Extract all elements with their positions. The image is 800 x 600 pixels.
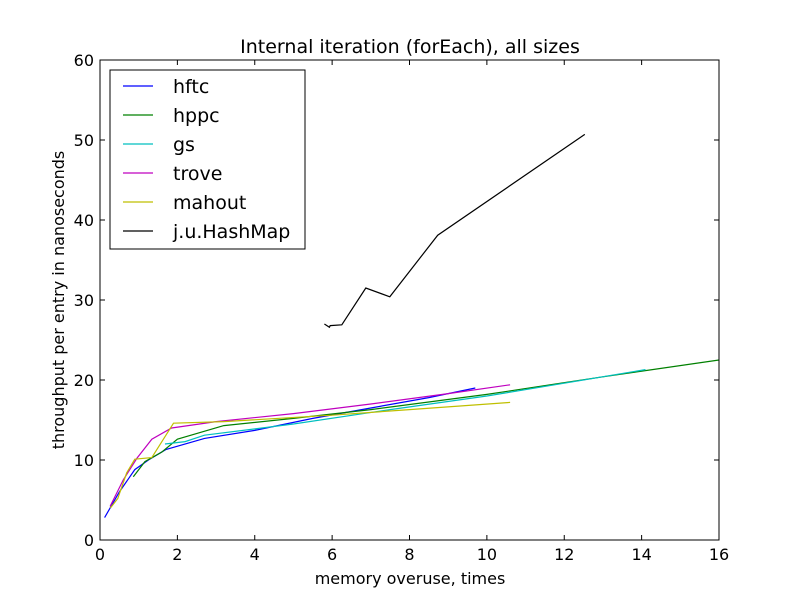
x-tick-label: 16: [709, 545, 729, 564]
legend-label: mahout: [173, 192, 246, 214]
series-line-mahout: [109, 401, 511, 509]
x-axis-label: memory overuse, times: [315, 569, 506, 588]
x-tick-label: 8: [404, 545, 414, 564]
legend-entry: trove: [123, 163, 222, 185]
y-tick-label: 40: [74, 211, 94, 230]
plot-lines: [104, 133, 720, 518]
legend-entry: gs: [123, 134, 195, 156]
x-tick-label: 10: [477, 545, 497, 564]
x-tick-label: 6: [327, 545, 337, 564]
y-tick-label: 30: [74, 291, 94, 310]
legend-label: hppc: [173, 105, 220, 127]
series-line-hppc: [132, 359, 720, 478]
chart-title: Internal iteration (forEach), all sizes: [240, 36, 580, 58]
legend: hftc hppc gs trove mahout j.u.HashMap: [109, 69, 306, 250]
y-tick-label: 10: [74, 451, 94, 470]
series-line-hftc: [104, 387, 476, 518]
y-tick-label: 50: [74, 131, 94, 150]
x-tick-label: 0: [95, 545, 105, 564]
legend-box: [109, 69, 306, 250]
legend-entry: j.u.HashMap: [123, 221, 290, 243]
series-line-gs: [164, 369, 646, 445]
legend-label: gs: [173, 134, 195, 156]
y-axis-label: throughput per entry in nanoseconds: [49, 151, 68, 450]
legend-label: trove: [173, 163, 222, 185]
legend-entry: hppc: [123, 105, 220, 127]
x-tick-label: 4: [250, 545, 260, 564]
legend-label: hftc: [173, 76, 209, 98]
y-tick-label: 20: [74, 371, 94, 390]
y-tick-label: 0: [84, 531, 94, 550]
series-line-j-u-hashmap: [324, 133, 586, 329]
x-tick-label: 12: [554, 545, 574, 564]
legend-entry: mahout: [123, 192, 246, 214]
x-tick-label: 2: [172, 545, 182, 564]
legend-entry: hftc: [123, 76, 209, 98]
axis-ticks: 0 2 4 6 8 10 12 14 16 0 10 20 30 40 50 60: [74, 51, 730, 564]
series-line-trove: [109, 384, 511, 507]
y-tick-label: 60: [74, 51, 94, 70]
x-tick-label: 14: [631, 545, 651, 564]
legend-label: j.u.HashMap: [172, 221, 290, 243]
